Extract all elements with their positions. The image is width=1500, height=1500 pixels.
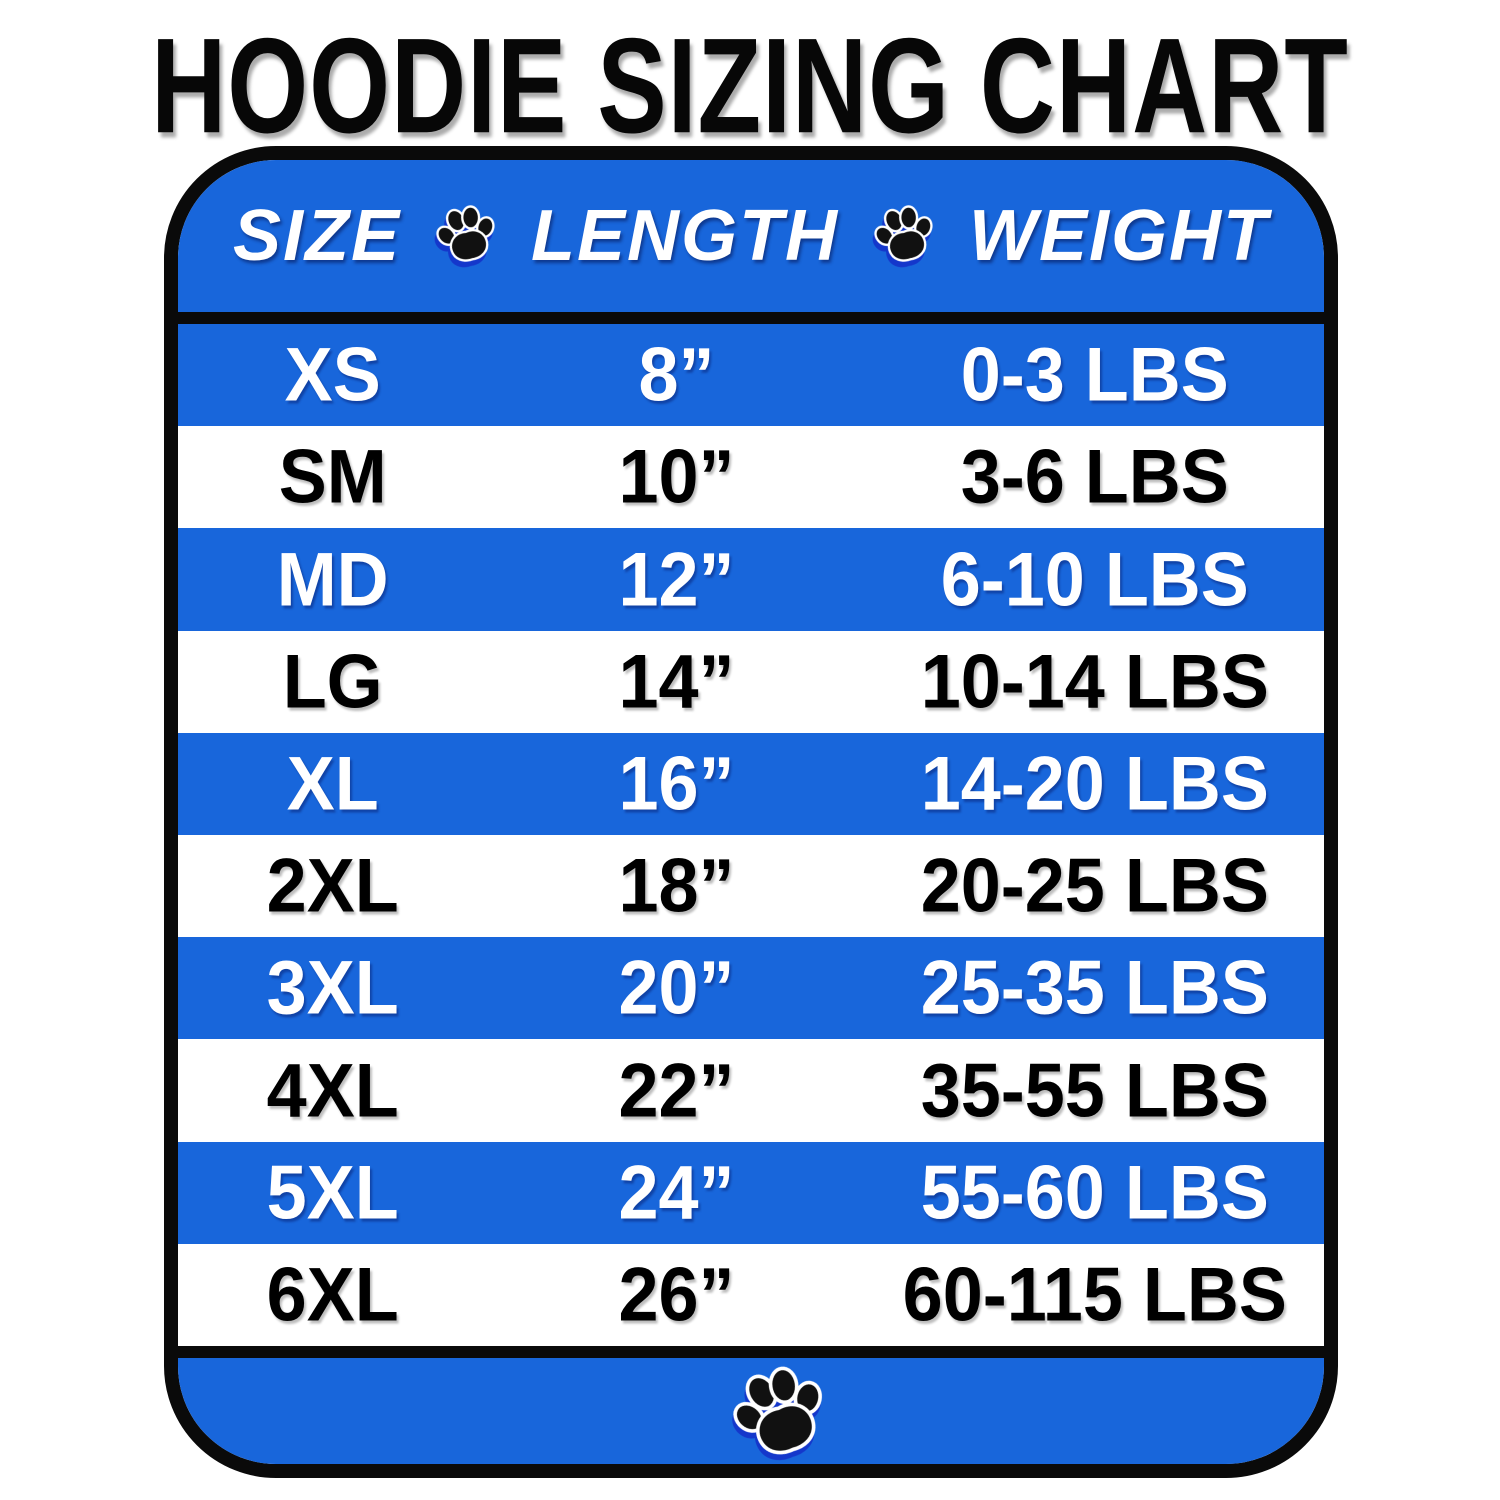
table-row: 3XL 20” 25-35 LBS bbox=[178, 937, 1324, 1040]
sizing-chart-card: SIZE LENGTH WEIGHT XS 8” 0-3 LBS SM 10” 3-6 L… bbox=[164, 146, 1338, 1478]
page-title: HOODIE SIZING CHART bbox=[151, 11, 1349, 163]
size-cell: SM bbox=[278, 434, 387, 520]
weight-cell: 55-60 LBS bbox=[920, 1150, 1269, 1236]
size-table: XS 8” 0-3 LBS SM 10” 3-6 LBS MD 12” 6-10 LBS LG 14… bbox=[178, 324, 1324, 1347]
length-cell: 26” bbox=[618, 1252, 735, 1338]
table-row: MD 12” 6-10 LBS bbox=[178, 528, 1324, 631]
table-row: 4XL 22” 35-55 LBS bbox=[178, 1039, 1324, 1142]
size-cell: LG bbox=[282, 639, 383, 725]
weight-cell: 3-6 LBS bbox=[960, 434, 1229, 520]
table-row: 6XL 26” 60-115 LBS bbox=[178, 1243, 1324, 1347]
weight-cell: 0-3 LBS bbox=[960, 332, 1229, 418]
length-cell: 24” bbox=[618, 1150, 735, 1236]
weight-cell: 14-20 LBS bbox=[920, 741, 1269, 827]
card-footer bbox=[178, 1358, 1324, 1464]
length-cell: 18” bbox=[618, 843, 735, 929]
table-row: 5XL 24” 55-60 LBS bbox=[178, 1141, 1324, 1244]
table-row: SM 10” 3-6 LBS bbox=[178, 426, 1324, 529]
weight-cell: 25-35 LBS bbox=[920, 945, 1269, 1031]
size-cell: 4XL bbox=[266, 1048, 399, 1133]
size-cell: XL bbox=[286, 741, 379, 827]
table-row: XS 8” 0-3 LBS bbox=[178, 324, 1324, 427]
header-divider bbox=[178, 312, 1324, 324]
length-cell: 8” bbox=[638, 332, 715, 418]
length-cell: 12” bbox=[618, 537, 735, 622]
size-cell: MD bbox=[276, 537, 389, 622]
weight-cell: 35-55 LBS bbox=[920, 1048, 1269, 1133]
paw-icon bbox=[866, 195, 941, 270]
size-cell: 6XL bbox=[266, 1252, 399, 1338]
header-weight-label: WEIGHT bbox=[969, 196, 1269, 276]
paw-icon bbox=[717, 1348, 840, 1471]
size-cell: XS bbox=[284, 332, 381, 418]
length-cell: 20” bbox=[618, 945, 735, 1031]
table-row: 2XL 18” 20-25 LBS bbox=[178, 835, 1324, 938]
length-cell: 14” bbox=[618, 639, 735, 725]
length-cell: 22” bbox=[618, 1048, 735, 1133]
weight-cell: 20-25 LBS bbox=[920, 843, 1269, 929]
weight-cell: 10-14 LBS bbox=[920, 639, 1269, 725]
header-length-label: LENGTH bbox=[531, 196, 840, 276]
size-cell: 2XL bbox=[266, 843, 399, 929]
length-cell: 10” bbox=[618, 434, 735, 520]
size-cell: 5XL bbox=[266, 1150, 399, 1236]
table-header: SIZE LENGTH WEIGHT bbox=[178, 160, 1324, 312]
table-row: XL 16” 14-20 LBS bbox=[178, 732, 1324, 836]
paw-icon bbox=[428, 195, 503, 270]
size-cell: 3XL bbox=[266, 945, 399, 1031]
table-row: LG 14” 10-14 LBS bbox=[178, 630, 1324, 733]
header-size-label: SIZE bbox=[233, 196, 402, 276]
footer-divider bbox=[178, 1346, 1324, 1358]
length-cell: 16” bbox=[618, 741, 735, 827]
weight-cell: 6-10 LBS bbox=[940, 537, 1249, 622]
weight-cell: 60-115 LBS bbox=[902, 1252, 1287, 1338]
